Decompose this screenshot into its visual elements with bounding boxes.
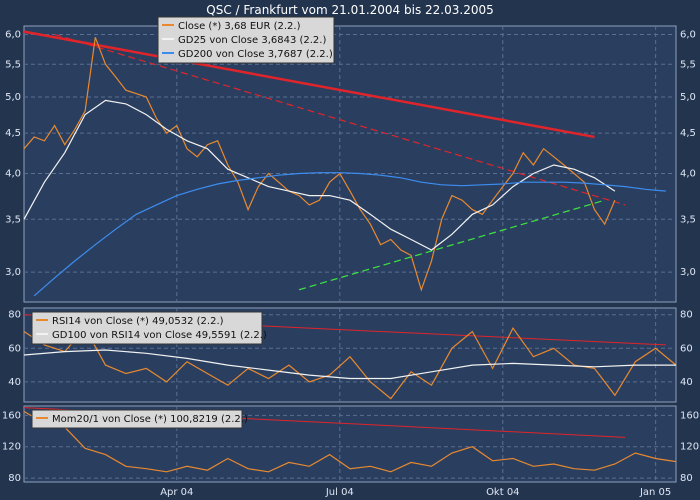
y-tick-label-right: 160 xyxy=(680,410,699,421)
plot-area-price xyxy=(23,25,677,303)
legend-entry: GD25 von Close 3,6843 (2.2.) xyxy=(178,35,326,46)
legend-box xyxy=(31,409,243,429)
y-tick-label-right: 80 xyxy=(680,473,693,484)
x-tick-label: Jan 05 xyxy=(639,487,671,498)
y-tick-label-right: 6,0 xyxy=(680,29,696,40)
y-tick-label-left: 80 xyxy=(8,310,21,321)
series-line-rsi xyxy=(23,349,676,380)
chart-title: QSC / Frankfurt vom 21.01.2004 bis 22.03… xyxy=(206,3,493,17)
y-tick-label-left: 4,0 xyxy=(5,169,21,180)
y-tick-label-left: 3,0 xyxy=(5,267,21,278)
y-tick-label-left: 80 xyxy=(8,473,21,484)
series-line-price xyxy=(23,99,616,251)
y-tick-label-right: 120 xyxy=(680,442,699,453)
legend-box xyxy=(31,311,263,345)
y-tick-label-left: 120 xyxy=(2,442,21,453)
y-tick-label-left: 4,5 xyxy=(5,128,21,139)
resistance-trendline xyxy=(23,30,595,139)
y-tick-label-right: 4,5 xyxy=(680,128,696,139)
y-tick-label-left: 60 xyxy=(8,343,21,354)
y-tick-label-right: 40 xyxy=(680,377,693,388)
legend-box xyxy=(157,16,335,64)
y-tick-label-left: 6,0 xyxy=(5,29,21,40)
y-tick-label-right: 80 xyxy=(680,310,693,321)
y-tick-label-left: 160 xyxy=(2,410,21,421)
y-tick-label-left: 5,5 xyxy=(5,59,21,70)
y-tick-label-right: 5,5 xyxy=(680,59,696,70)
plot-area-rsi xyxy=(23,307,677,403)
y-tick-label-right: 60 xyxy=(680,343,693,354)
legend-entry: Mom20/1 von Close (*) 100,8219 (2.2.) xyxy=(52,414,248,425)
y-tick-label-left: 3,5 xyxy=(5,214,21,225)
legend-entry: Close (*) 3,68 EUR (2.2.) xyxy=(178,21,301,32)
y-tick-label-right: 5,0 xyxy=(680,92,696,103)
x-tick-label: Jul 04 xyxy=(325,487,354,498)
y-tick-label-right: 3,5 xyxy=(680,214,696,225)
y-tick-label-right: 3,0 xyxy=(680,267,696,278)
x-tick-label: Okt 04 xyxy=(486,487,520,498)
support-trendline xyxy=(298,199,605,291)
series-line-price xyxy=(23,37,616,292)
legend-entry: GD100 von RSI14 von Close 49,5591 (2.2.) xyxy=(52,330,267,341)
y-tick-label-left: 40 xyxy=(8,377,21,388)
upper-dashed-trendline xyxy=(54,33,626,206)
series-line-momentum xyxy=(23,410,677,473)
legend-entry: GD200 von Close 3,7687 (2.2.) xyxy=(178,49,333,60)
y-tick-label-right: 4,0 xyxy=(680,169,696,180)
legend-entry: RSI14 von Close (*) 49,0532 (2.2.) xyxy=(52,316,224,327)
y-tick-label-left: 5,0 xyxy=(5,92,21,103)
x-tick-label: Apr 04 xyxy=(160,487,193,498)
series-line-rsi xyxy=(23,326,677,400)
series-line-price xyxy=(33,172,666,297)
